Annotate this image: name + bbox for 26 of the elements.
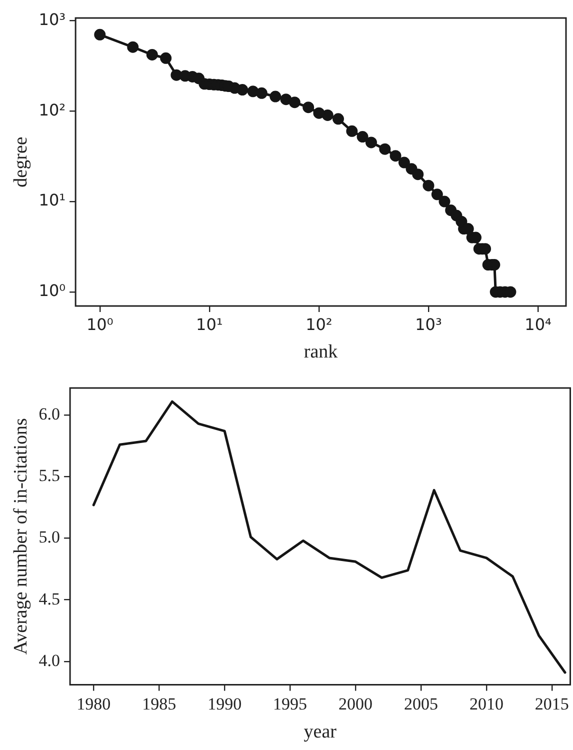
x-tick-label: 2015	[534, 694, 569, 714]
x-axis-title: rank	[304, 342, 338, 363]
y-axis-title: degree	[10, 136, 32, 188]
x-tick-label: 10¹	[196, 314, 223, 334]
x-tick-label: 2010	[469, 694, 504, 714]
x-tick-label: 10⁰	[86, 314, 114, 334]
x-tick-label: 10²	[306, 314, 332, 334]
x-tick-label: 10⁴	[524, 314, 552, 334]
x-tick-label: 1995	[273, 694, 308, 714]
y-tick-label: 4.0	[38, 650, 60, 670]
x-tick-label: 2005	[404, 694, 438, 714]
y-tick-label: 4.5	[38, 589, 60, 608]
y-axis-title: Average number of in-citations	[10, 418, 32, 655]
x-tick-label: 2000	[338, 694, 373, 714]
x-tick-label: 1985	[142, 694, 176, 714]
x-tick-label: 1990	[208, 694, 242, 714]
y-tick-label: 10¹	[38, 190, 66, 210]
y-tick-label: 5.5	[38, 466, 60, 486]
x-tick-label: 10³	[415, 314, 442, 334]
x-tick-label: 1980	[76, 694, 111, 714]
y-tick-label: 10³	[38, 10, 66, 29]
y-tick-label: 6.0	[38, 404, 60, 424]
y-tick-label: 5.0	[38, 528, 60, 547]
y-tick-label: 10⁰	[38, 281, 66, 300]
y-tick-label: 10²	[38, 100, 66, 120]
x-axis-title: year	[304, 722, 338, 743]
